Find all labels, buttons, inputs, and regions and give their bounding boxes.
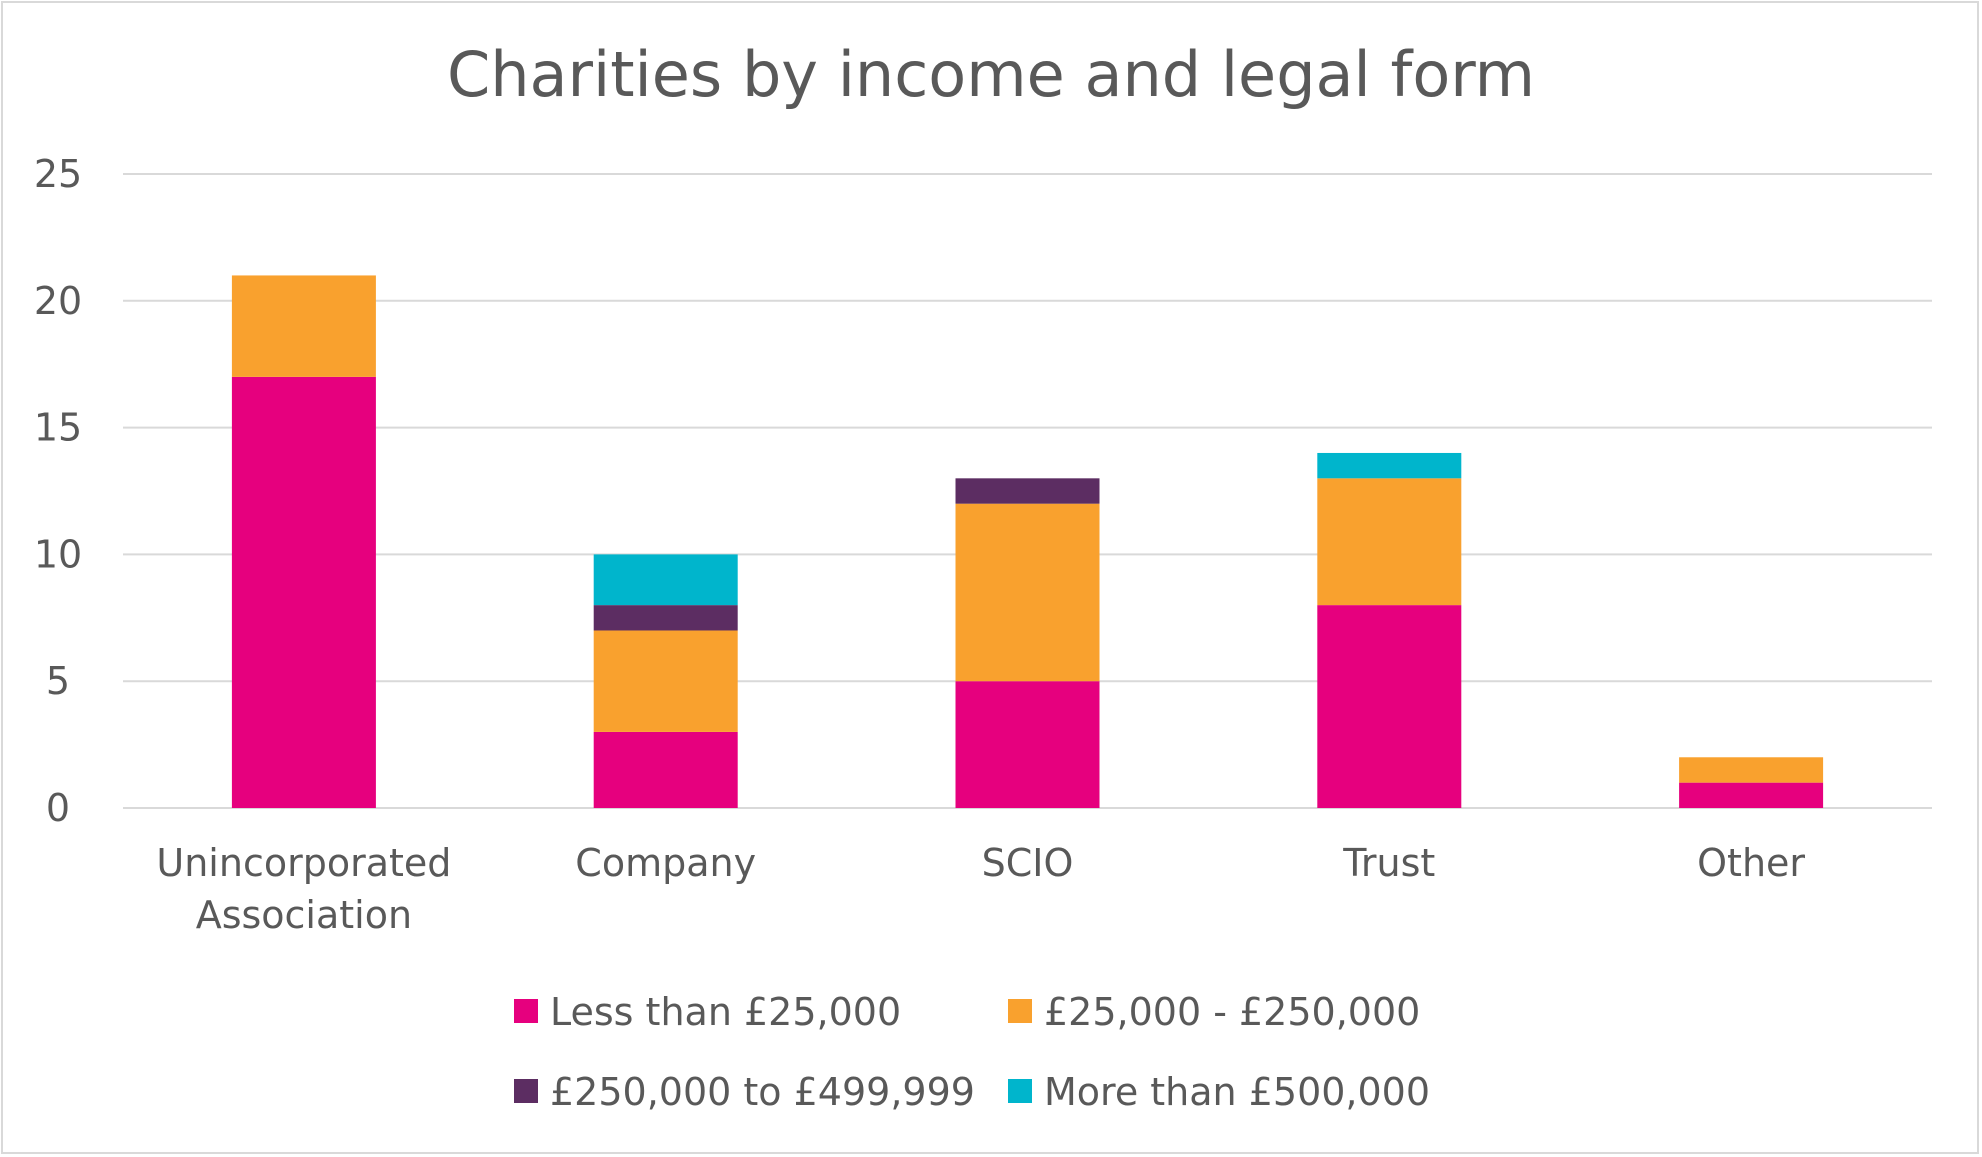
y-tick-label: 15 <box>34 406 82 450</box>
y-tick-label: 10 <box>34 532 82 576</box>
bar-segment <box>1317 605 1462 808</box>
legend-label: £25,000 - £250,000 <box>1044 990 1420 1034</box>
legend-swatch <box>514 1079 538 1103</box>
legend-label: More than £500,000 <box>1044 1070 1430 1114</box>
x-category-label: Trust <box>1342 841 1435 885</box>
legend-swatch <box>1008 1079 1032 1103</box>
bar-segment <box>593 630 738 732</box>
legend-label: Less than £25,000 <box>550 990 901 1034</box>
legend-swatch <box>1008 999 1032 1023</box>
bar-segment <box>1317 452 1462 479</box>
bar-segment <box>231 376 376 808</box>
y-tick-label: 0 <box>46 786 70 830</box>
chart-title: Charities by income and legal form <box>446 38 1536 111</box>
y-tick-label: 20 <box>34 279 82 323</box>
x-category-label: Company <box>575 841 756 885</box>
bar-segment <box>955 503 1100 682</box>
bar-segment <box>1679 782 1824 808</box>
bar-segment <box>593 731 738 808</box>
bar-segment <box>1317 478 1462 606</box>
bar-segment <box>231 275 376 377</box>
bar-segment <box>955 681 1100 808</box>
bar-segment <box>593 554 738 606</box>
legend-label: £250,000 to £499,999 <box>550 1070 975 1114</box>
x-category-label: SCIO <box>982 841 1074 885</box>
bar-segment <box>955 478 1100 504</box>
x-category-label: Association <box>196 893 412 937</box>
y-tick-label: 25 <box>34 152 82 196</box>
x-category-label: Unincorporated <box>156 841 451 885</box>
x-category-label: Other <box>1697 841 1805 885</box>
y-tick-label: 5 <box>46 659 70 703</box>
bar-segment <box>1679 757 1824 783</box>
legend-swatch <box>514 999 538 1023</box>
bar-segment <box>593 605 738 631</box>
